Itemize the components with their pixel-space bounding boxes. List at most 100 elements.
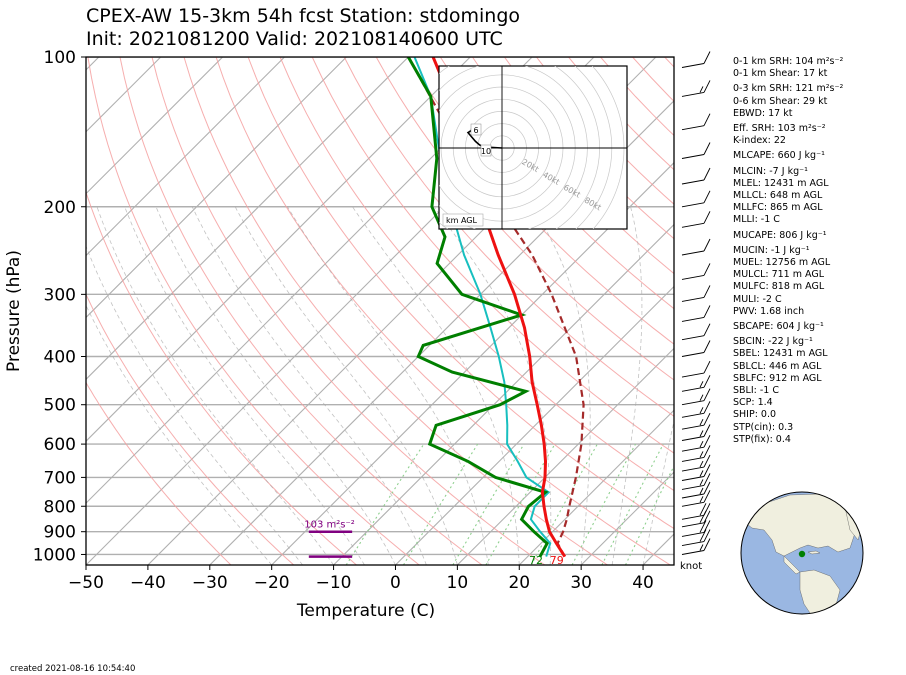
isotherm: [395, 285, 674, 565]
moist-adiabat: [532, 206, 591, 565]
index-line: MLLFC: 865 m AGL: [733, 202, 823, 214]
index-line: MULI: -2 C: [733, 293, 782, 305]
index-line: MLLI: -1 C: [733, 214, 780, 226]
chart-title-line1: CPEX-AW 15-3km 54h fcst Station: stdomin…: [86, 5, 521, 27]
mixing-ratio-line: [625, 465, 674, 565]
hodograph-height-box: [480, 144, 492, 157]
wind-barb: [681, 113, 711, 131]
globe-inset: [740, 491, 864, 615]
hodograph-height-box: [470, 123, 482, 136]
y-axis-label: Pressure (hPa): [4, 250, 24, 372]
isotherm: [86, 57, 162, 133]
index-line: SBLI: -1 C: [733, 385, 779, 397]
mixing-ratio-line: [601, 443, 664, 565]
wind-barb: [681, 388, 711, 406]
dry-adiabat: [183, 57, 608, 565]
y-tick-label: 600: [44, 435, 76, 455]
y-tick-label: 400: [44, 348, 76, 368]
index-line: MULCL: 711 m AGL: [733, 269, 825, 281]
mixing-ratio-line: [530, 443, 598, 565]
srh-label: 103 m²s⁻²: [304, 520, 355, 531]
isotherm: [86, 57, 347, 319]
index-line: MUCAPE: 806 J kg⁻¹: [733, 229, 827, 241]
moist-adiabat: [642, 419, 674, 565]
x-tick-label: 10: [447, 573, 469, 593]
wind-barb: [681, 454, 711, 472]
caribbean-islands-shape: [807, 550, 821, 555]
dry-adiabat: [311, 57, 674, 454]
isotherm: [86, 57, 409, 381]
wind-barb: [681, 473, 711, 490]
wind-barb: [681, 167, 711, 185]
dry-adiabat: [375, 57, 674, 381]
isotherm: [86, 57, 285, 257]
wind-barb: [681, 263, 711, 280]
wind-barb: [681, 424, 711, 441]
isotherm: [271, 161, 674, 565]
wind-barb: [681, 538, 711, 555]
index-line: SBEL: 12431 m AGL: [733, 348, 828, 360]
index-line: STP(fix): 0.4: [733, 433, 791, 445]
index-line: 0-1 km Shear: 17 kt: [733, 68, 828, 80]
index-line: MLEL: 12431 m AGL: [733, 177, 829, 189]
y-tick-label: 800: [44, 497, 76, 517]
dry-adiabat: [86, 190, 357, 565]
hodograph-height-label: 10: [481, 147, 491, 156]
dry-adiabat: [471, 57, 674, 275]
moist-adiabat: [86, 245, 303, 565]
wind-barb: [681, 481, 711, 499]
wind-barb: [681, 529, 711, 547]
dry-adiabat: [407, 57, 674, 345]
globe-outline: [740, 491, 864, 615]
wind-barb: [681, 490, 711, 507]
wind-barb: [681, 211, 711, 228]
index-line: SHIP: 0.0: [733, 409, 777, 421]
index-line: MLLCL: 648 m AGL: [733, 190, 823, 202]
index-line: 0-6 km Shear: 29 kt: [733, 95, 828, 107]
index-line: 0-1 km SRH: 104 m²s⁻²: [733, 56, 844, 67]
mixing-ratio-line: [571, 443, 636, 565]
wind-barb: [681, 434, 711, 452]
y-tick-label: 500: [44, 396, 76, 416]
index-line: EBWD: 17 kt: [733, 107, 793, 119]
wind-barb: [681, 464, 711, 481]
moist-adiabat: [155, 206, 396, 565]
hodograph-frame: [438, 65, 628, 230]
dry-adiabat: [279, 57, 674, 492]
moist-adiabat: [287, 206, 489, 565]
wind-barb: [681, 360, 711, 378]
dry-adiabat: [343, 57, 674, 417]
y-tick-label: 100: [44, 48, 76, 68]
station-marker: [798, 550, 806, 558]
hodograph-unit-label: km AGL: [446, 216, 478, 225]
isotherm: [456, 347, 674, 565]
mixing-ratio-line: [345, 443, 425, 565]
x-axis-label: Temperature (C): [296, 601, 435, 621]
isotherm: [209, 100, 674, 565]
index-line: SCP: 1.4: [733, 397, 773, 409]
wind-barb: [681, 340, 711, 357]
created-timestamp: created 2021-08-16 10:54:40: [10, 664, 136, 674]
index-line: SBCAPE: 604 J kg⁻¹: [733, 321, 824, 333]
moist-adiabat: [234, 206, 458, 565]
wind-barb: [681, 238, 711, 256]
index-line: SBLFC: 912 m AGL: [733, 372, 822, 384]
index-line: SBCIN: -22 J kg⁻¹: [733, 336, 813, 348]
mixing-ratio-line: [452, 443, 525, 565]
isotherm: [86, 57, 224, 195]
index-line: Eff. SRH: 103 m²s⁻²: [733, 123, 826, 135]
dry-adiabat: [151, 57, 546, 565]
wind-barb: [681, 323, 711, 341]
index-line: 0-3 km SRH: 121 m²s⁻²: [733, 83, 844, 95]
wind-barb: [681, 305, 711, 322]
wind-barb: [681, 375, 711, 392]
index-line: MUCIN: -1 J kg⁻¹: [733, 244, 810, 256]
x-tick-label: 0: [390, 573, 401, 593]
x-tick-label: −40: [130, 573, 166, 593]
isotherm: [580, 471, 674, 565]
plot-frame: [85, 56, 675, 566]
dry-adiabat: [87, 57, 420, 565]
wind-barb: [681, 401, 711, 418]
y-tick-label: 900: [44, 523, 76, 543]
